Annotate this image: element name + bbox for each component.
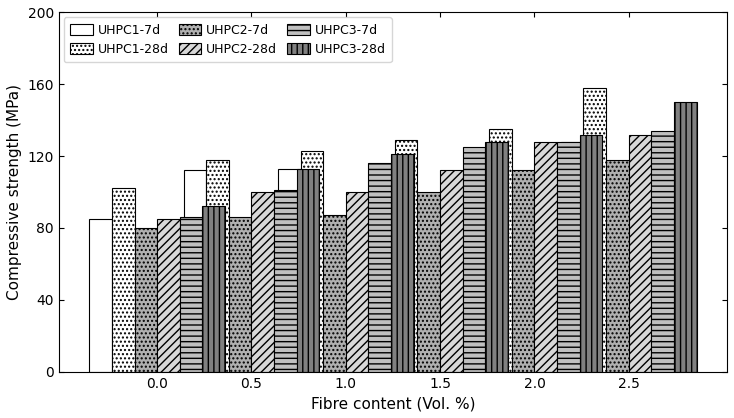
Bar xyxy=(184,171,206,372)
Bar xyxy=(561,142,584,372)
Bar xyxy=(395,140,418,372)
Bar xyxy=(90,219,112,372)
Bar xyxy=(485,142,508,372)
Bar xyxy=(278,169,300,372)
Bar xyxy=(534,142,557,372)
Y-axis label: Compressive strength (MPa): Compressive strength (MPa) xyxy=(7,84,22,300)
Bar xyxy=(368,163,391,372)
Bar xyxy=(512,171,534,372)
Bar xyxy=(274,190,297,372)
Bar xyxy=(440,171,462,372)
Bar xyxy=(580,135,603,372)
Bar xyxy=(323,215,346,372)
Bar xyxy=(112,189,134,372)
Bar xyxy=(134,228,157,372)
Bar xyxy=(674,102,697,372)
Bar xyxy=(203,206,225,372)
Bar xyxy=(300,151,323,372)
Bar xyxy=(346,192,368,372)
Bar xyxy=(180,217,203,372)
Bar xyxy=(418,192,440,372)
Bar xyxy=(372,165,395,372)
Bar xyxy=(157,219,180,372)
Bar xyxy=(557,142,580,372)
Bar xyxy=(584,88,606,372)
Bar xyxy=(629,135,651,372)
X-axis label: Fibre content (Vol. %): Fibre content (Vol. %) xyxy=(310,396,475,411)
Bar xyxy=(391,154,414,372)
Bar xyxy=(467,154,489,372)
Bar xyxy=(489,129,512,372)
Bar xyxy=(606,160,629,372)
Bar xyxy=(229,217,252,372)
Bar xyxy=(462,147,485,372)
Bar xyxy=(252,192,274,372)
Bar xyxy=(206,160,229,372)
Legend: UHPC1-7d, UHPC1-28d, UHPC2-7d, UHPC2-28d, UHPC3-7d, UHPC3-28d: UHPC1-7d, UHPC1-28d, UHPC2-7d, UHPC2-28d… xyxy=(64,18,392,62)
Bar xyxy=(297,169,319,372)
Bar xyxy=(651,131,674,372)
